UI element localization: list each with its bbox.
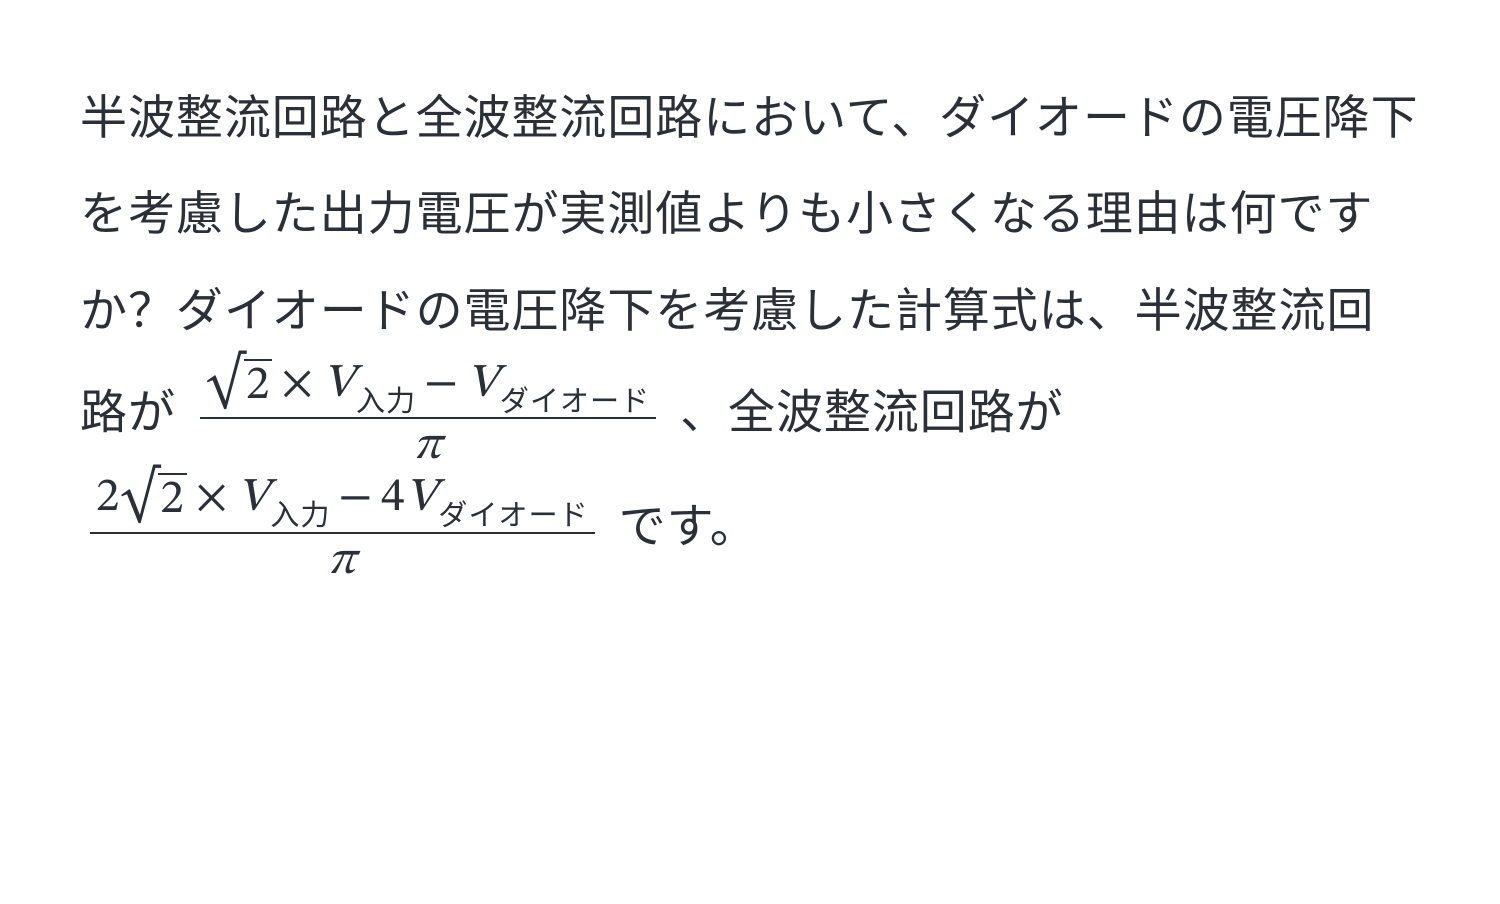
paragraph: 半波整流回路と全波整流回路において、ダイオードの電圧降下を考慮した出力電圧が実測… [80, 70, 1420, 587]
numerator-2: 2√2×V入力−4Vダイオード [90, 473, 595, 533]
minus-2: − [330, 475, 381, 522]
radicand-2: 2 [158, 473, 186, 527]
fraction-2: 2√2×V入力−4Vダイオード π [90, 473, 595, 587]
denominator-1: π [408, 419, 449, 473]
surd-symbol-2: √ [120, 473, 160, 522]
fraction-1: √2×V入力−Vダイオード π [200, 359, 656, 473]
var-v-3: V [237, 475, 270, 522]
denominator-2: π [322, 534, 363, 588]
text-segment-2: 、全波整流回路が [680, 386, 1064, 439]
numerator-1: √2×V入力−Vダイオード [200, 359, 656, 419]
radicand-1: 2 [244, 359, 272, 413]
sqrt-2: √2 [120, 473, 186, 527]
formula-half-wave: √2×V入力−Vダイオード π [200, 359, 656, 473]
surd-symbol: √ [206, 359, 246, 408]
times-2: × [187, 475, 238, 522]
coef-4: 4 [381, 475, 405, 522]
subscript-input-1: 入力 [356, 386, 416, 418]
var-v-4: V [405, 475, 438, 522]
times-1: × [272, 361, 323, 408]
formula-full-wave: 2√2×V入力−4Vダイオード π [90, 473, 595, 587]
var-v-1: V [323, 361, 356, 408]
minus-1: − [416, 361, 467, 408]
subscript-diode-2: ダイオード [438, 500, 588, 532]
text-segment-3: です。 [619, 500, 758, 553]
sqrt-1: √2 [206, 359, 272, 413]
var-v-2: V [467, 361, 500, 408]
subscript-input-2: 入力 [270, 500, 330, 532]
coef-2a: 2 [96, 475, 120, 522]
subscript-diode-1: ダイオード [500, 386, 650, 418]
